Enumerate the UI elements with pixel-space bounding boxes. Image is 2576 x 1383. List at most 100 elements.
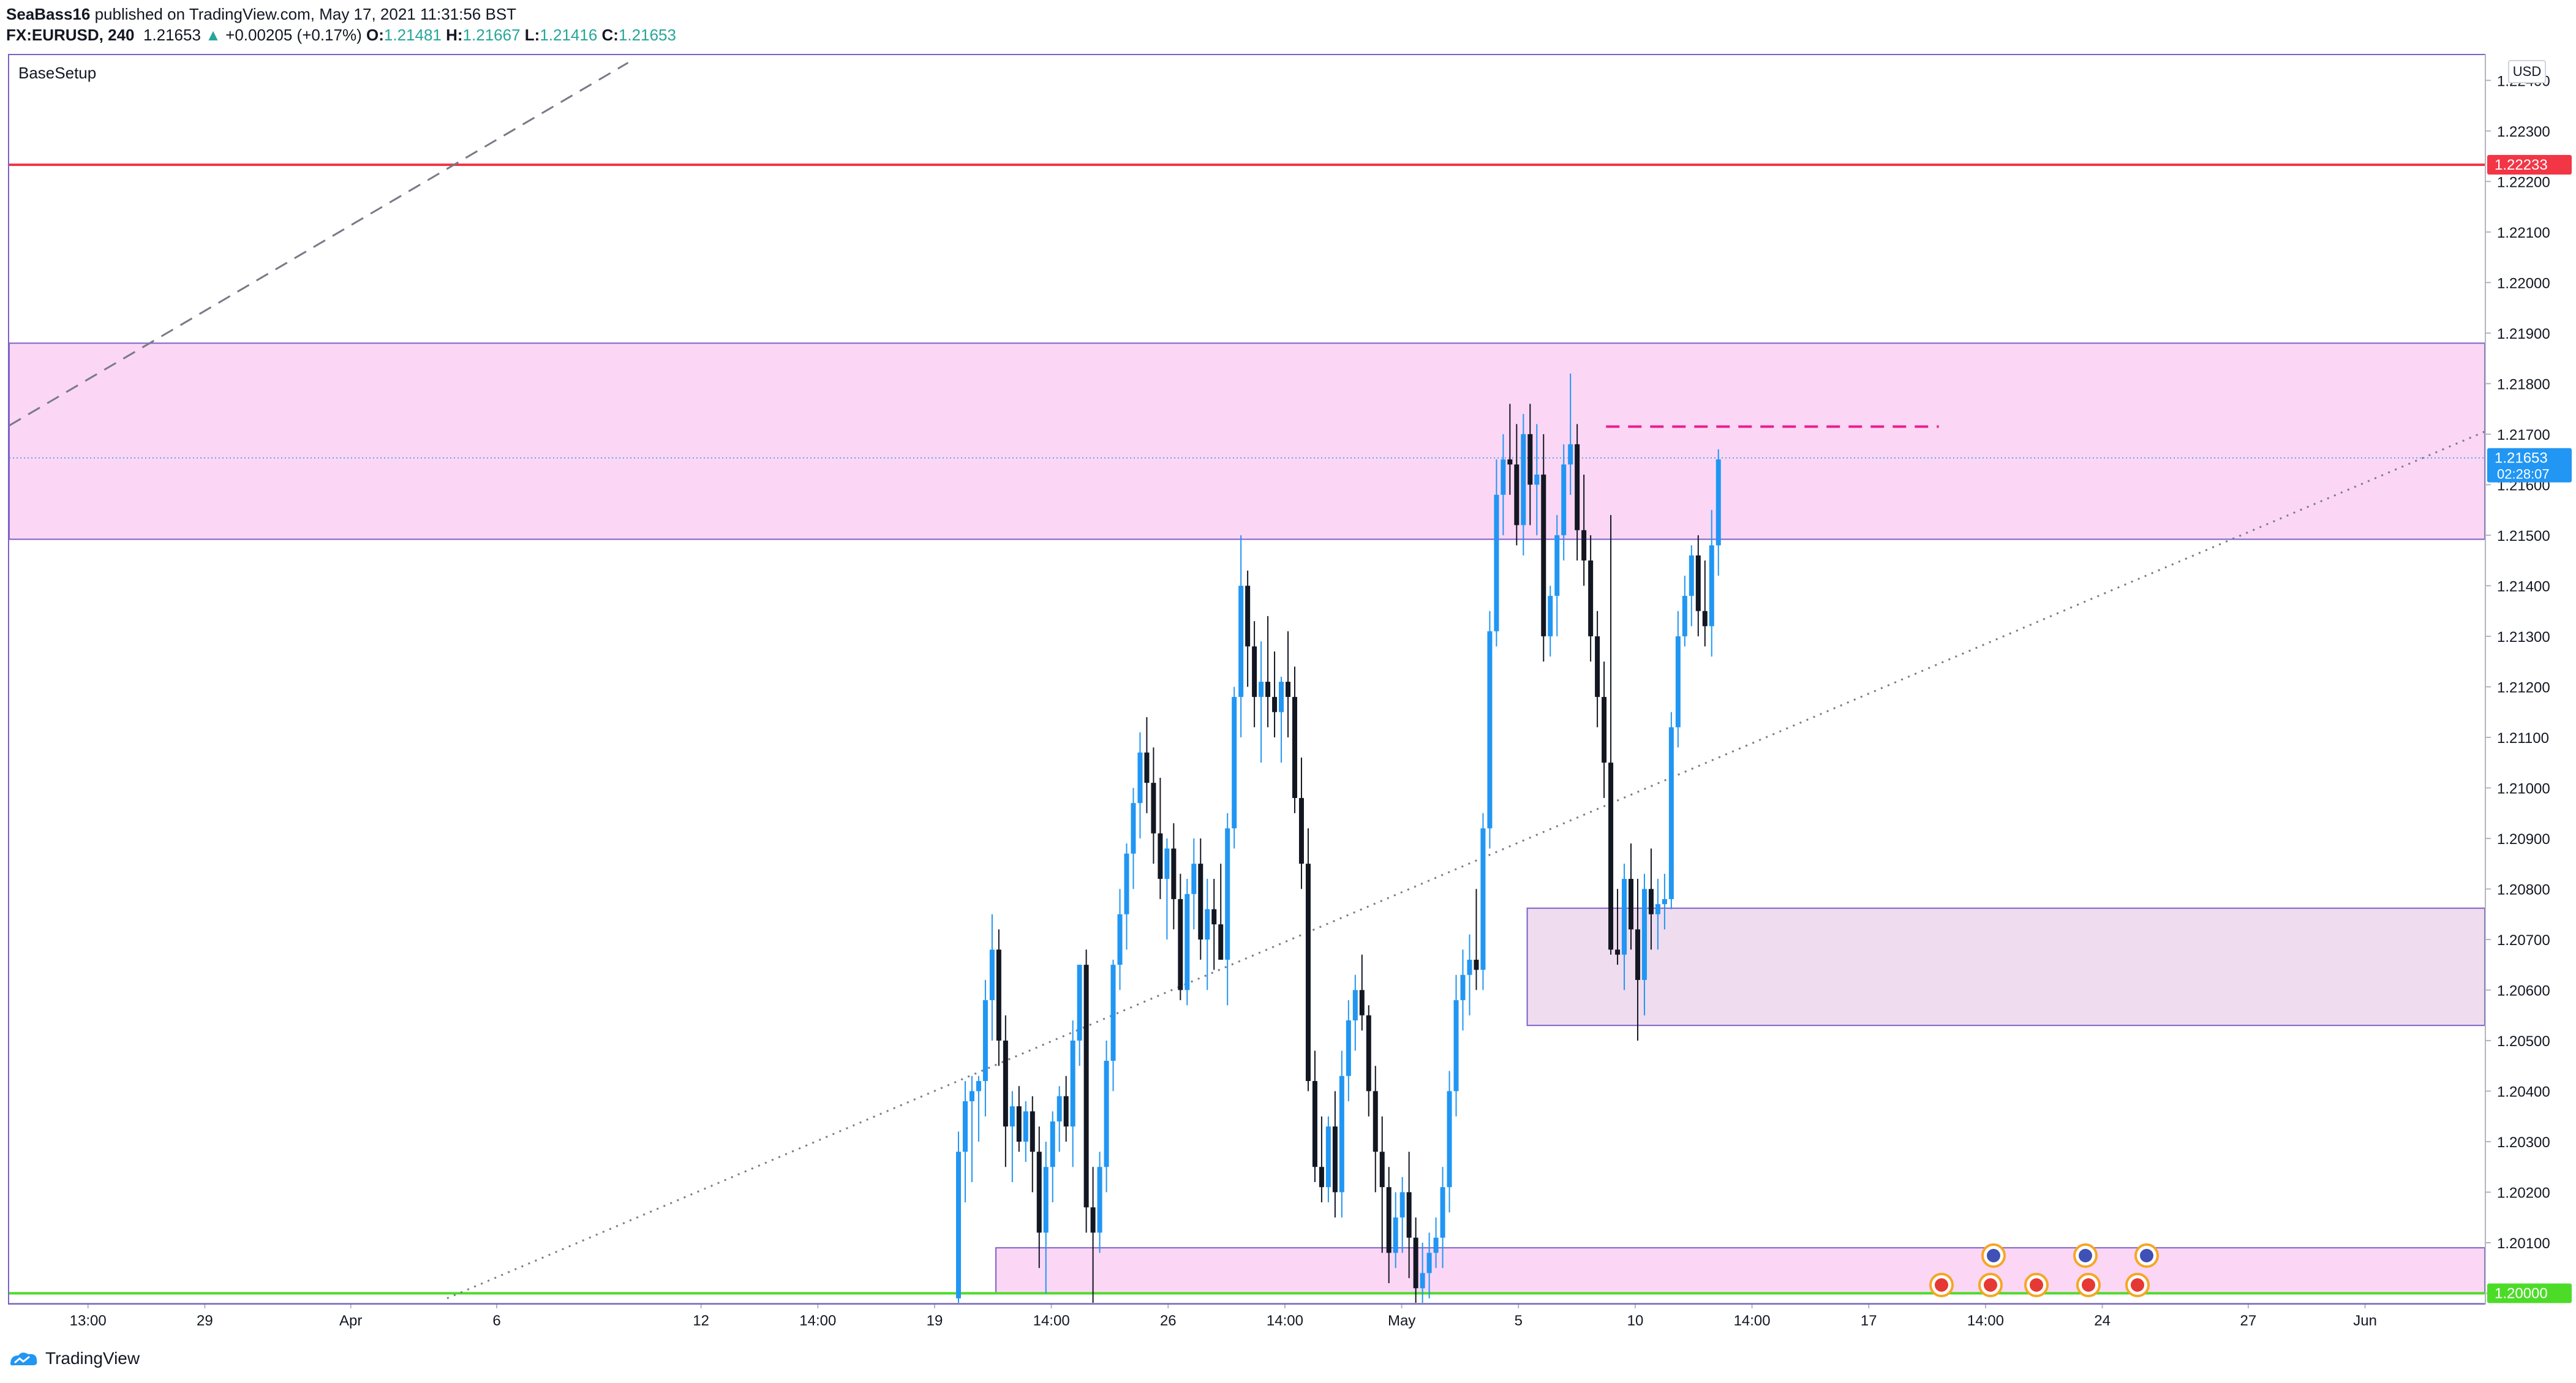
time-tick-label: 13:00 [70,1313,107,1329]
chart-header: SeaBass16 published on TradingView.com, … [6,4,676,45]
candle-body [1608,763,1614,950]
time-axis: 13:00 29 Apr 6 12 14:00 19 14:00 26 14:00 May 5 10 14… [9,1303,2485,1329]
candle-body [1009,1106,1015,1127]
time-tick-label: 6 [492,1313,500,1329]
countdown-label: 02:28:07 [2497,467,2550,482]
zone-rect [1526,907,2485,1027]
candle-body [1715,459,1721,546]
header-ohlc-line: FX:EURUSD, 240 1.21653 ▲ +0.00205 (+0.17… [6,24,676,45]
candle-body [1339,1076,1344,1193]
candle-body [1305,864,1311,1081]
price-label-text: 1.20000 [2495,1285,2548,1302]
symbol-label[interactable]: FX:EURUSD, 240 [6,26,135,44]
candle-body [1379,1151,1385,1188]
price-tick-label: 1.20600 [2497,982,2550,999]
candle-body [1292,696,1297,798]
time-tick-label: 14:00 [1267,1313,1303,1329]
candle-body [1245,586,1251,647]
price-tick-label: 1.21800 [2497,376,2550,393]
candle-body [1487,631,1493,829]
candle-body [989,949,995,1000]
candle-body [1238,586,1244,697]
candle-body [1689,555,1694,596]
low-value: 1.21416 [540,26,598,44]
close-label: C: [601,26,619,44]
indicator-label[interactable]: BaseSetup [18,64,97,82]
price-tick-label: 1.20800 [2497,881,2550,898]
flag-fill-icon [1984,1278,1997,1292]
flag-fill-icon [2131,1278,2144,1292]
candle-body [1110,965,1116,1061]
candle-body [1682,595,1687,636]
price-tick-label: 1.20100 [2497,1235,2550,1252]
candle-body [1359,990,1365,1016]
price-tick-label: 1.21900 [2497,326,2550,342]
candle-body [1521,434,1526,526]
flag-fill-icon [2082,1278,2095,1292]
zone-rect [995,1247,2486,1294]
tradingview-logo-icon[interactable] [9,1349,39,1368]
candle-body [1474,959,1479,970]
time-tick-label: 14:00 [799,1313,836,1329]
candle-body [1279,682,1284,712]
candle-body [1406,1192,1412,1238]
currency-button[interactable]: USD [2508,60,2546,83]
header-publish-line: SeaBass16 published on TradingView.com, … [6,4,676,24]
events-layer [1929,1243,2159,1297]
candle-body [1399,1192,1405,1218]
candle-body [1494,494,1499,631]
candle-body [1447,1091,1452,1188]
candle-body [1077,965,1082,1041]
open-label: O: [366,26,384,44]
time-tick-label: May [1388,1313,1415,1329]
candle-body [1171,848,1177,899]
time-tick-label: 19 [927,1313,943,1329]
candle-body [1312,1080,1317,1167]
candle-body [1104,1060,1109,1167]
candle-body [1366,1015,1371,1091]
zones-layer [9,342,2486,1294]
footer: TradingView [9,1346,140,1371]
candle-body [1178,899,1183,990]
zone-rect [9,342,2485,540]
candle-body [1097,1167,1102,1233]
candle-body [1030,1111,1035,1152]
time-tick-label: 17 [1861,1313,1877,1329]
author-name[interactable]: SeaBass16 [6,5,91,23]
candle-body [1460,974,1466,1000]
candle-body [1668,727,1674,899]
candle-body [1548,595,1553,636]
candle-body [1144,752,1150,783]
candle-body [1507,459,1513,465]
candle-body [1554,535,1560,596]
price-tick-label: 1.22000 [2497,275,2550,292]
flag-fill-icon [2030,1278,2043,1292]
tradingview-brand[interactable]: TradingView [45,1349,140,1368]
last-price: 1.21653 [143,26,201,44]
candle-body [1050,1121,1055,1167]
price-change: +0.00205 (+0.17%) [225,26,362,44]
flag-fill-icon [2140,1249,2153,1262]
time-tick-label: 14:00 [1033,1313,1070,1329]
candle-body [1675,636,1681,728]
candle-body [1480,828,1486,970]
lines-layer [9,62,2485,1300]
candle-body [1420,1273,1425,1289]
candle-body [1319,1167,1324,1188]
candle-body [1158,833,1163,879]
time-tick-label: 24 [2094,1313,2111,1329]
candle-body [962,1101,968,1152]
candle-body [1635,929,1640,980]
candles-layer [956,373,1721,1303]
price-tick-label: 1.22300 [2497,124,2550,140]
time-tick-label: Jun [2353,1313,2377,1329]
candle-body [1265,682,1271,697]
candle-body [1648,889,1654,914]
publish-info: published on TradingView.com, May 17, 20… [90,5,517,23]
candle-body [1514,464,1520,526]
price-tick-label: 1.21100 [2497,730,2549,747]
price-tick-label: 1.22100 [2497,225,2550,241]
up-arrow-icon: ▲ [205,26,221,44]
price-label-text: 1.22233 [2495,157,2548,173]
